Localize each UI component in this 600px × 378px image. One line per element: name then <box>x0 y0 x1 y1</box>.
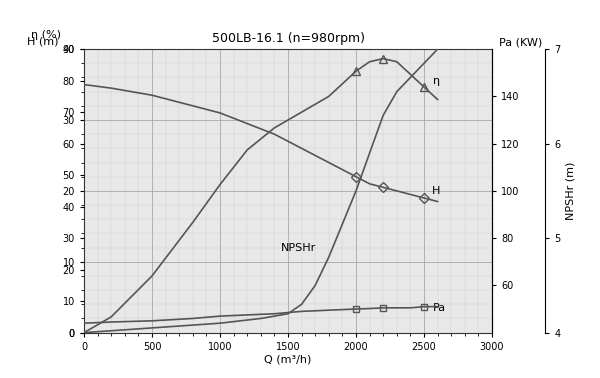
Y-axis label: H (m): H (m) <box>28 36 59 46</box>
Y-axis label: NPSHr (m): NPSHr (m) <box>566 162 576 220</box>
Text: η (%): η (%) <box>31 30 61 40</box>
X-axis label: Q (m³/h): Q (m³/h) <box>265 355 311 364</box>
Text: H: H <box>432 186 440 196</box>
Text: η: η <box>433 76 440 86</box>
Text: NPSHr: NPSHr <box>281 243 316 253</box>
Title: 500LB-16.1 (n=980rpm): 500LB-16.1 (n=980rpm) <box>212 32 365 45</box>
Text: Pa: Pa <box>433 303 446 313</box>
Y-axis label: Pa (KW): Pa (KW) <box>499 38 542 48</box>
